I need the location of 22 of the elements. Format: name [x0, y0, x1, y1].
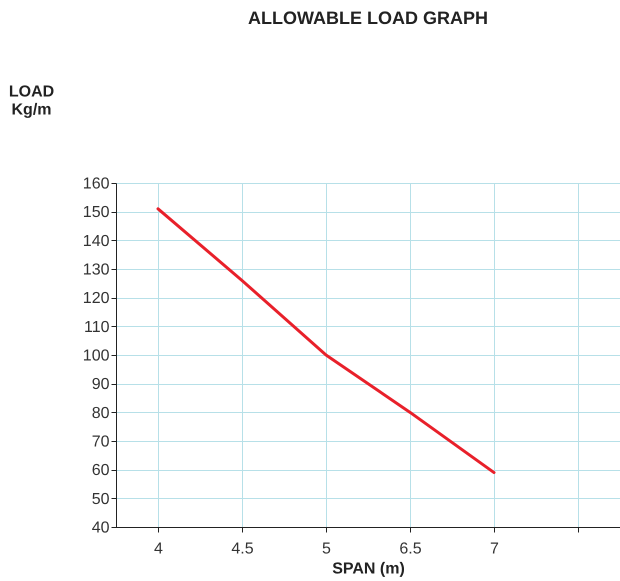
- y-axis-title: LOAD Kg/m: [8, 84, 54, 118]
- y-tick-label: 110: [84, 318, 110, 336]
- x-tick-label: 7: [490, 540, 500, 558]
- y-tick-label: 130: [82, 262, 110, 278]
- line-series: [156, 207, 496, 474]
- y-tick-label: 50: [92, 490, 110, 508]
- x-tick-label: 4.5: [231, 540, 254, 558]
- chart-title: ALLOWABLE LOAD GRAPH: [248, 8, 488, 28]
- x-axis-title: SPAN (m): [332, 560, 405, 578]
- y-tick-label: 40: [92, 520, 110, 536]
- x-tick-label: 5: [322, 540, 332, 558]
- y-tick-label: 120: [82, 290, 110, 308]
- y-tick-label: 150: [82, 204, 110, 222]
- y-tick-label: 160: [82, 176, 110, 192]
- y-tick-label: 80: [92, 404, 110, 422]
- y-tick-label: 100: [82, 348, 110, 364]
- y-tick-label: 90: [92, 376, 110, 394]
- y-tick-label: 140: [82, 232, 110, 250]
- x-tick-label: 4: [154, 540, 164, 558]
- y-tick-label: 60: [92, 462, 110, 480]
- y-tick-label: 70: [92, 434, 110, 450]
- x-tick-label: 6.5: [399, 540, 422, 558]
